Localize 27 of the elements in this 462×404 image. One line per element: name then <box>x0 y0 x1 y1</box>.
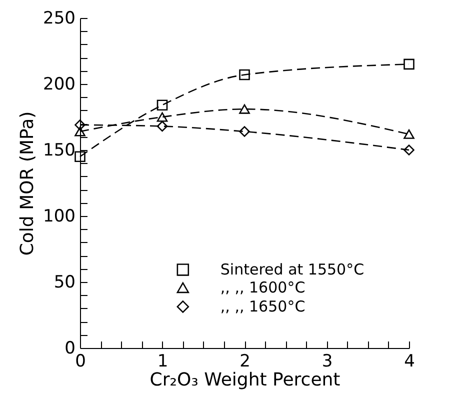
x-axis-title: Cr₂O₃ Weight Percent <box>150 370 340 390</box>
x-tick-label: 3 <box>322 352 333 372</box>
y-tick-label: 250 <box>43 8 76 28</box>
point <box>156 120 168 132</box>
x-tick-label: 4 <box>404 352 415 372</box>
point <box>239 104 250 114</box>
y-tick-label: 150 <box>43 140 76 160</box>
point <box>404 144 414 156</box>
point <box>74 151 86 162</box>
legend-label: ,, ,, 1650°C <box>220 298 306 316</box>
y-tick-label: 0 <box>64 338 76 358</box>
y-tick-label: 100 <box>43 206 76 226</box>
point <box>156 100 168 111</box>
point <box>404 129 414 139</box>
y-axis-title: Cold MOR (MPa) <box>17 111 38 256</box>
y-tick-label: 200 <box>43 74 76 94</box>
point <box>156 112 168 122</box>
legend-label: ,, ,, 1600°C <box>220 278 306 297</box>
point <box>74 126 86 136</box>
y-tick-label: 50 <box>54 272 76 292</box>
point <box>404 58 414 70</box>
x-tick-label: 2 <box>240 352 250 372</box>
point <box>74 120 86 130</box>
x-tick-label: 1 <box>157 352 168 372</box>
legend-label: Sintered at 1550°C <box>220 260 364 279</box>
point <box>239 69 250 80</box>
point <box>239 126 250 137</box>
